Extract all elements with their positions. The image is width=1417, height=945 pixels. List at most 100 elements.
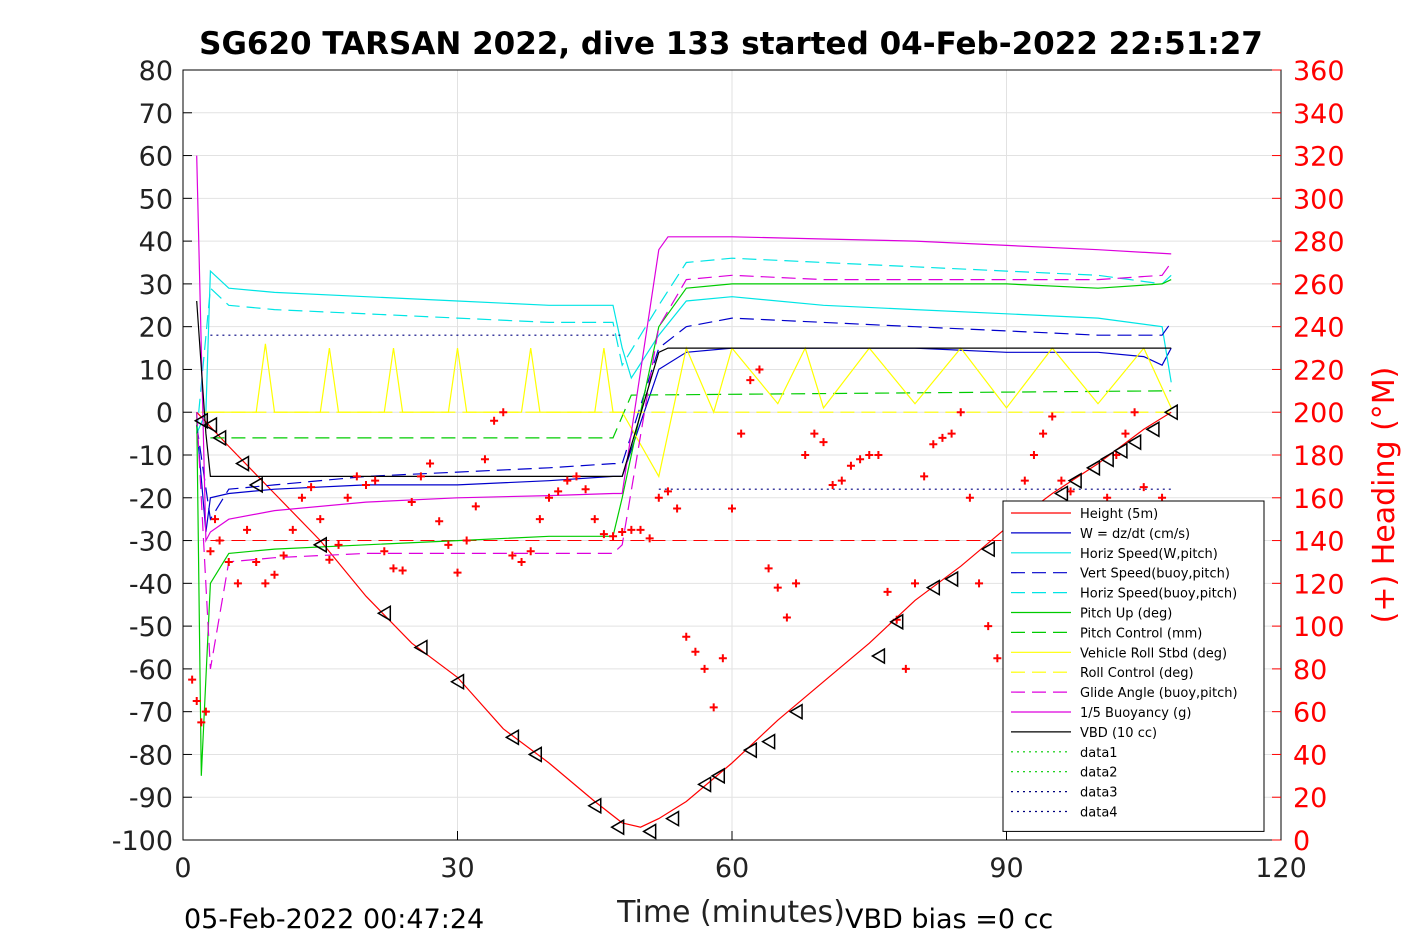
height-marker (504, 729, 520, 746)
y-tick-label: -100 (112, 826, 173, 857)
series-line-1 (196, 347, 1172, 533)
heading-point (316, 515, 325, 524)
heading-point (215, 536, 224, 545)
heading-point (746, 376, 755, 385)
heading-point (920, 472, 929, 481)
heading-point (480, 455, 489, 464)
y-tick-label: -50 (129, 612, 173, 643)
height-marker (697, 776, 712, 793)
heading-point (192, 696, 201, 705)
heading-point (636, 525, 645, 534)
height-marker (761, 733, 776, 750)
heading-point (618, 528, 627, 536)
height-marker (980, 540, 995, 558)
series-line-6 (210, 390, 1172, 439)
x-tick-label: 90 (989, 853, 1023, 884)
heading-point (201, 707, 210, 716)
heading-point (956, 408, 965, 417)
heading-point (407, 498, 416, 507)
height-marker (312, 536, 327, 554)
x-tick-label: 0 (174, 853, 191, 884)
heading-point (490, 416, 499, 425)
legend-entry: data2 (1080, 766, 1118, 781)
legend-entry: VBD (10 cc) (1080, 726, 1157, 741)
height-marker (1127, 433, 1142, 451)
heading-point (810, 429, 819, 438)
heading-point (819, 438, 828, 447)
heading-point (279, 551, 288, 560)
y-tick-label: -90 (129, 783, 173, 814)
height-marker (710, 767, 726, 785)
y-right-tick-label: 220 (1293, 355, 1345, 386)
heading-point (654, 493, 663, 502)
legend-entry: 1/5 Buoyancy (g) (1080, 706, 1191, 721)
heading-point (499, 408, 508, 417)
tick-labels: 80706050403020100-10-20-30-40-50-60-70-8… (112, 56, 1345, 884)
heading-point (243, 525, 252, 534)
legend-entry: Height (5m) (1080, 507, 1158, 522)
heading-point (197, 718, 206, 727)
heading-point (755, 365, 764, 374)
legend-entry: W = dz/dt (cm/s) (1080, 527, 1190, 542)
legend-entry: data1 (1080, 746, 1118, 761)
heading-point (975, 579, 984, 588)
heading-point (865, 451, 874, 459)
heading-point (581, 485, 590, 494)
height-marker (248, 476, 263, 494)
y-right-tick-label: 340 (1293, 99, 1345, 130)
height-marker (1085, 459, 1101, 477)
legend-box (1002, 500, 1265, 832)
chart-title: SG620 TARSAN 2022, dive 133 started 04-F… (199, 26, 1263, 62)
heading-point (535, 515, 544, 524)
heading-point (261, 579, 270, 588)
height-marker (587, 797, 602, 815)
height-marker (1067, 472, 1082, 489)
y-right-tick-label: 20 (1293, 783, 1327, 814)
height-marker (925, 579, 941, 596)
heading-point (526, 547, 535, 556)
heading-point (362, 480, 370, 489)
legend-entry: Horiz Speed(W,pitch) (1080, 547, 1218, 562)
heading-point (599, 530, 608, 539)
heading-point (462, 536, 471, 545)
y-tick-label: -40 (129, 569, 173, 600)
y-right-tick-label: 260 (1293, 270, 1345, 301)
heading-point (435, 517, 444, 526)
heading-point (334, 540, 343, 549)
y-tick-label: -30 (129, 527, 173, 558)
y-tick-label: -80 (129, 740, 173, 771)
legend: Height (5m) W = dz/dt (cm/s) Horiz Speed(W… (1002, 500, 1265, 832)
height-marker (870, 647, 886, 665)
heading-point (1130, 408, 1139, 417)
y-right-tick-label: 280 (1293, 227, 1345, 258)
legend-entry: Pitch Control (mm) (1080, 626, 1202, 641)
series-line-11 (196, 300, 1172, 477)
y-tick-label: -20 (129, 484, 173, 515)
heading-point (416, 472, 425, 481)
height-marker (193, 412, 209, 430)
y-tick-label: 10 (139, 355, 173, 386)
y-right-tick-label: 180 (1293, 441, 1345, 472)
heading-point (773, 583, 782, 592)
height-marker (212, 429, 227, 447)
heading-point (883, 587, 892, 596)
legend-entry: Glide Angle (buoy,pitch) (1080, 686, 1238, 701)
heading-point (1039, 429, 1048, 438)
footer-timestamp: 05-Feb-2022 00:47:24 (184, 904, 484, 935)
heading-point (737, 429, 746, 438)
height-marker (234, 455, 250, 472)
y-tick-label: -70 (129, 698, 173, 729)
series-line-2 (196, 269, 1172, 434)
x-tick-label: 30 (440, 853, 474, 884)
legend-entry: data3 (1080, 786, 1118, 801)
heading-point (398, 566, 407, 575)
series-line-4 (196, 257, 1172, 434)
heading-point (563, 476, 572, 485)
heading-point (837, 476, 846, 485)
heading-point (252, 557, 261, 566)
y-tick-label: 40 (139, 227, 173, 258)
height-marker (450, 673, 465, 691)
heading-point (1158, 493, 1167, 502)
heading-point (984, 622, 993, 631)
